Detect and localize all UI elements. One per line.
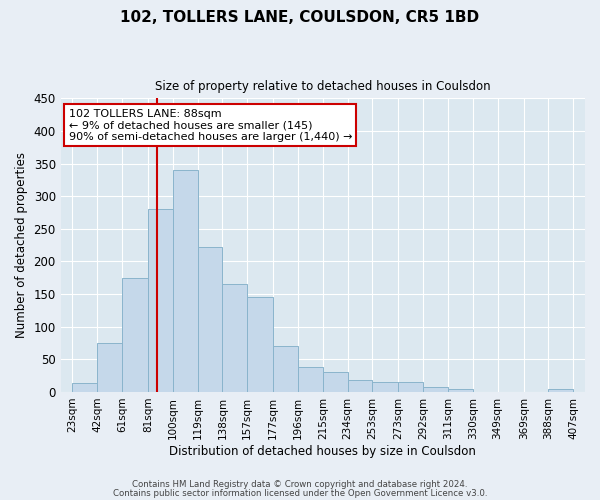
X-axis label: Distribution of detached houses by size in Coulsdon: Distribution of detached houses by size …	[169, 444, 476, 458]
Text: 102 TOLLERS LANE: 88sqm
← 9% of detached houses are smaller (145)
90% of semi-de: 102 TOLLERS LANE: 88sqm ← 9% of detached…	[68, 108, 352, 142]
Bar	[373, 382, 398, 392]
Bar	[122, 278, 148, 392]
Y-axis label: Number of detached properties: Number of detached properties	[15, 152, 28, 338]
Bar	[448, 388, 473, 392]
Title: Size of property relative to detached houses in Coulsdon: Size of property relative to detached ho…	[155, 80, 491, 93]
Bar	[398, 382, 423, 392]
Bar	[548, 388, 573, 392]
Bar	[273, 346, 298, 392]
Bar	[73, 384, 97, 392]
Text: 102, TOLLERS LANE, COULSDON, CR5 1BD: 102, TOLLERS LANE, COULSDON, CR5 1BD	[121, 10, 479, 25]
Bar	[423, 388, 448, 392]
Bar	[197, 247, 223, 392]
Text: Contains public sector information licensed under the Open Government Licence v3: Contains public sector information licen…	[113, 488, 487, 498]
Bar	[97, 343, 122, 392]
Bar	[247, 298, 273, 392]
Text: Contains HM Land Registry data © Crown copyright and database right 2024.: Contains HM Land Registry data © Crown c…	[132, 480, 468, 489]
Bar	[173, 170, 197, 392]
Bar	[298, 367, 323, 392]
Bar	[148, 210, 173, 392]
Bar	[347, 380, 373, 392]
Bar	[223, 284, 247, 392]
Bar	[323, 372, 347, 392]
